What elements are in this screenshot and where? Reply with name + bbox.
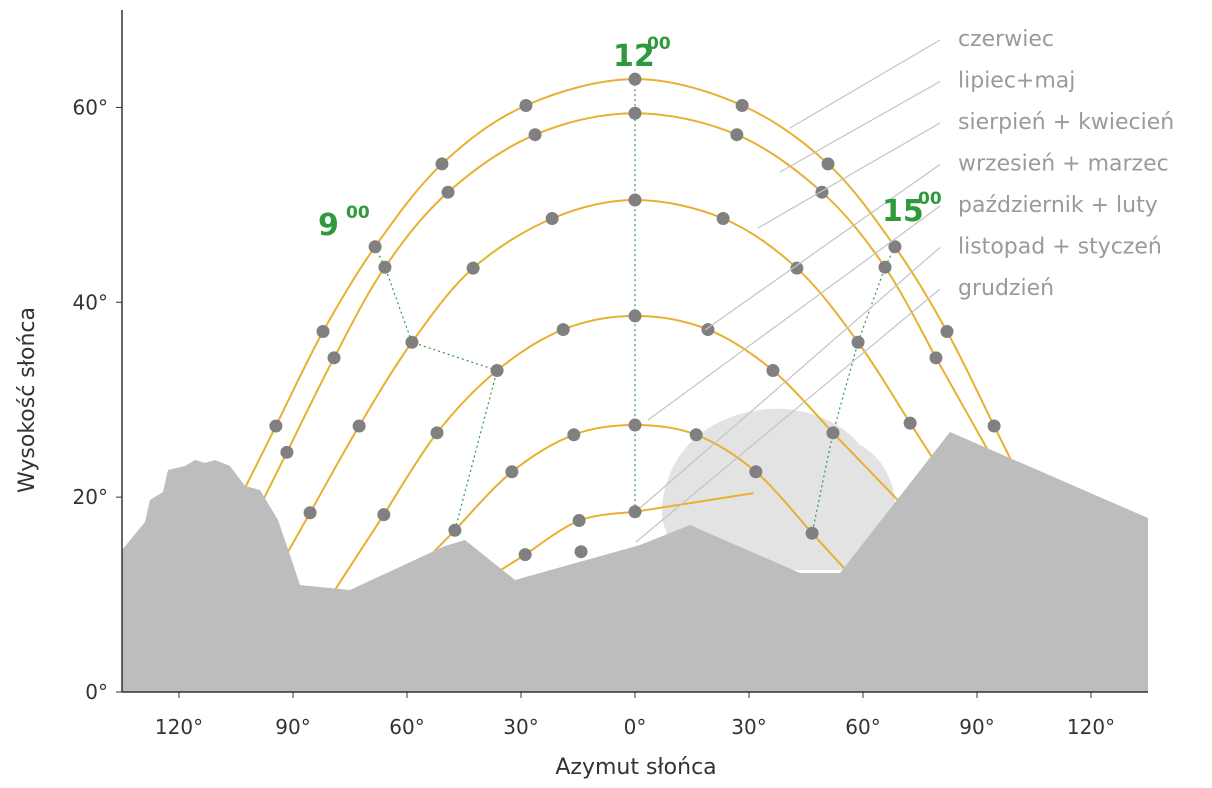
legend-label: październik + luty — [958, 193, 1158, 218]
sun-position — [629, 419, 642, 432]
sun-position — [467, 262, 480, 275]
y-tick-label: 60° — [73, 95, 108, 119]
x-tick-label: 90° — [959, 715, 994, 739]
sun-position — [749, 465, 762, 478]
sun-position — [328, 351, 341, 364]
sun-position — [519, 99, 532, 112]
sun-position — [369, 240, 382, 253]
sun-position — [431, 426, 444, 439]
legend-label: listopad + styczeń — [958, 235, 1162, 260]
sun-position — [304, 506, 317, 519]
sun-position — [448, 524, 461, 537]
sun-position — [519, 548, 532, 561]
sun-position — [280, 446, 293, 459]
sun-position — [806, 527, 819, 540]
x-tick-label: 60° — [389, 715, 424, 739]
sun-path — [276, 79, 994, 426]
sun-position — [629, 505, 642, 518]
hour-minutes: 00 — [346, 203, 370, 223]
sun-position — [766, 364, 779, 377]
sun-position — [988, 420, 1001, 433]
legend-leader — [790, 40, 940, 128]
hour-minutes: 00 — [647, 34, 671, 54]
sun-position — [629, 309, 642, 322]
legend-leader — [648, 206, 940, 420]
sun-position — [557, 323, 570, 336]
sun-position — [317, 325, 330, 338]
sun-position — [629, 193, 642, 206]
sun-position — [852, 336, 865, 349]
sun-position — [378, 261, 391, 274]
x-tick-label: 30° — [731, 715, 766, 739]
sun-position — [940, 325, 953, 338]
sun-position — [717, 212, 730, 225]
hour-label: 9 — [318, 208, 339, 243]
sun-position — [822, 157, 835, 170]
sun-path — [287, 113, 936, 452]
legend-label: czerwiec — [958, 27, 1054, 52]
x-tick-label: 120° — [1067, 715, 1115, 739]
y-tick-label: 0° — [85, 680, 108, 704]
x-tick-label: 0° — [624, 715, 647, 739]
sun-position — [929, 351, 942, 364]
hour-minutes: 00 — [918, 189, 942, 209]
sun-position — [491, 364, 504, 377]
sun-position — [573, 514, 586, 527]
sun-position — [377, 508, 390, 521]
hour-line — [375, 247, 497, 531]
sun-position — [879, 261, 892, 274]
sun-position — [826, 426, 839, 439]
sun-position — [546, 212, 559, 225]
legend-leader — [780, 82, 940, 173]
x-tick-label: 30° — [503, 715, 538, 739]
sun-position — [730, 128, 743, 141]
y-axis-label: Wysokość słońca — [15, 307, 40, 493]
sun-position — [629, 73, 642, 86]
sun-position — [442, 186, 455, 199]
sun-position — [435, 157, 448, 170]
x-tick-label: 120° — [155, 715, 203, 739]
legend-label: grudzień — [958, 276, 1054, 301]
sun-position — [575, 545, 588, 558]
sun-position — [629, 107, 642, 120]
x-tick-label: 90° — [275, 715, 310, 739]
x-axis-label: Azymut słońca — [555, 755, 716, 780]
sun-position — [353, 420, 366, 433]
legend-label: sierpień + kwiecień — [958, 110, 1174, 135]
sun-position — [904, 417, 917, 430]
sun-position — [736, 99, 749, 112]
sun-position — [815, 186, 828, 199]
sun-path-chart: Azymut słońca Wysokość słońca 9 00 12 00… — [0, 0, 1212, 784]
sun-position — [567, 428, 580, 441]
sun-position — [529, 128, 542, 141]
y-tick-label: 20° — [73, 485, 108, 509]
x-tick-label: 60° — [845, 715, 880, 739]
legend-label: lipiec+maj — [958, 69, 1075, 94]
sun-position — [505, 465, 518, 478]
sun-position — [269, 420, 282, 433]
legend-label: wrzesień + marzec — [958, 152, 1169, 177]
sun-position — [690, 428, 703, 441]
y-tick-label: 40° — [73, 290, 108, 314]
sun-position — [405, 336, 418, 349]
